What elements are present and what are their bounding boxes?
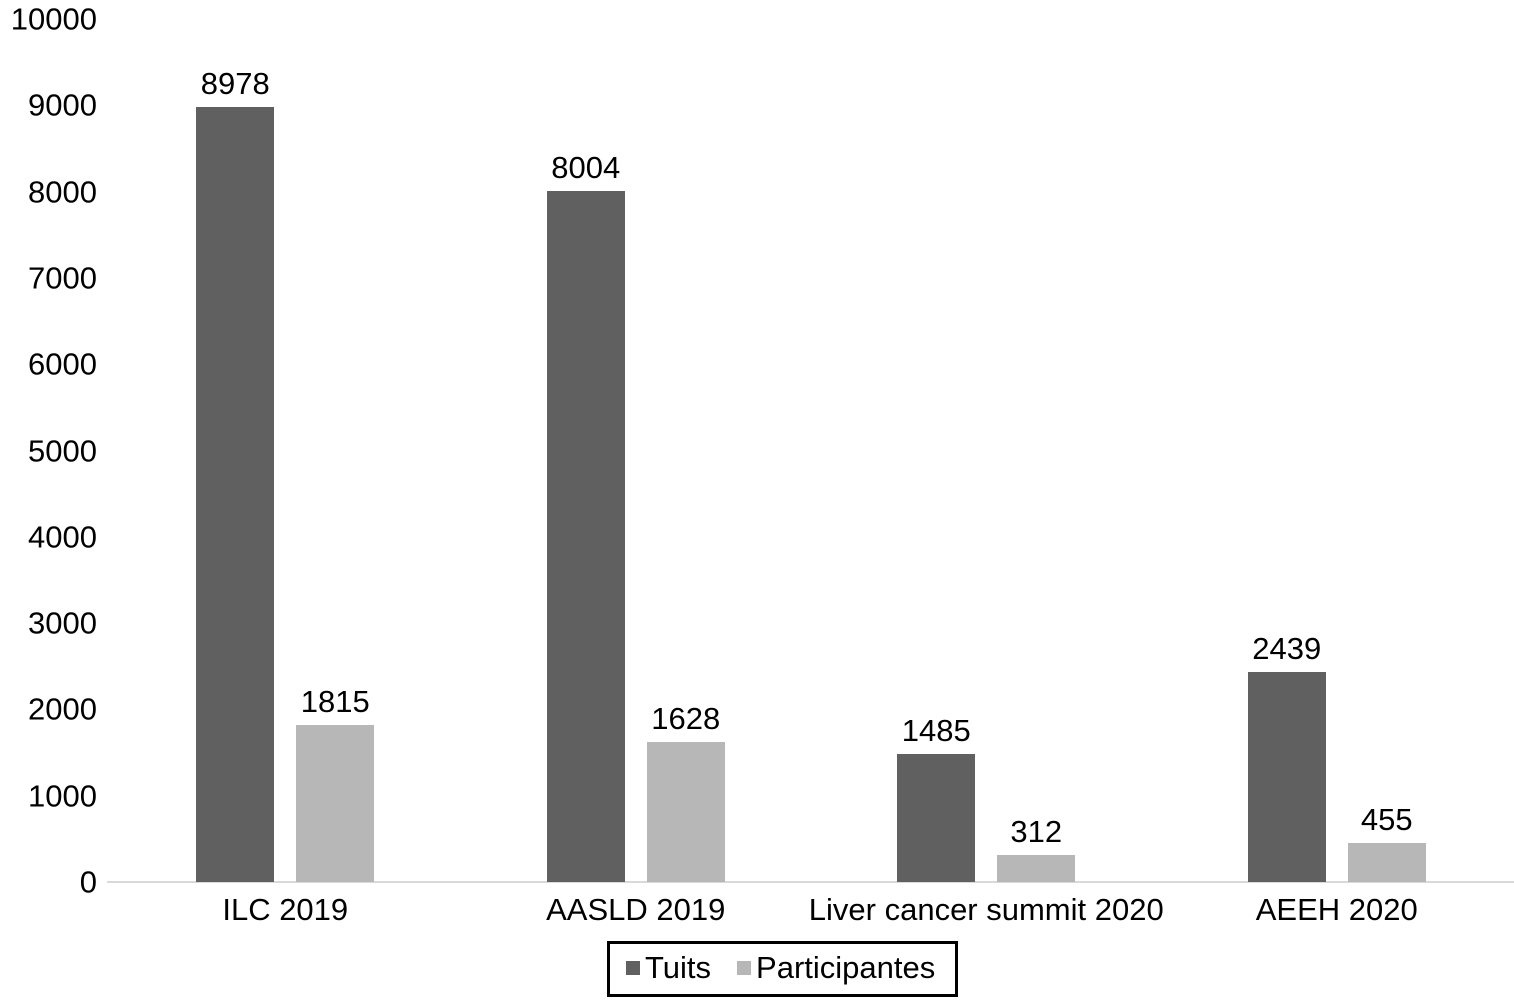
y-axis-tick-label-2000: 2000 (28, 691, 97, 727)
bar-participantes-aasld-2019 (646, 741, 725, 882)
y-axis-tick-label-6000: 6000 (28, 346, 97, 382)
bar-tuits-aasld-2019 (546, 191, 625, 882)
x-axis-category-label-aasld-2019: AASLD 2019 (546, 892, 726, 927)
legend-label-participantes: Participantes (756, 950, 936, 985)
bar-value-label-tuits-aasld-2019: 8004 (551, 150, 621, 186)
y-axis-tick-label-5000: 5000 (28, 433, 97, 468)
bar-value-label-tuits-liver-cancer-summit-2020: 1485 (901, 712, 971, 748)
bar-value-label-participantes-aasld-2019: 1628 (651, 700, 721, 736)
y-axis-tick-label-4000: 4000 (28, 519, 97, 555)
x-axis-line (107, 881, 1514, 883)
x-axis-category-label-aeeh-2020: AEEH 2020 (1255, 892, 1418, 927)
y-axis-tick-label-9000: 9000 (28, 87, 97, 123)
bar-value-label-tuits-ilc-2019: 8978 (200, 66, 270, 102)
legend: Tuits Participantes (607, 941, 959, 997)
legend-item-participantes: Participantes (737, 951, 935, 985)
y-axis-tick-label-8000: 8000 (28, 174, 97, 210)
bar-participantes-liver-cancer-summit-2020 (997, 855, 1076, 882)
bar-tuits-ilc-2019 (196, 107, 275, 882)
bar-participantes-ilc-2019 (296, 725, 375, 882)
bar-value-label-participantes-aeeh-2020: 455 (1360, 801, 1413, 837)
legend-swatch-icon-participantes (737, 961, 752, 975)
bar-value-label-tuits-aeeh-2020: 2439 (1252, 630, 1322, 666)
y-axis-tick-label-0: 0 (79, 864, 97, 900)
y-axis-tick-label-3000: 3000 (28, 605, 97, 641)
y-axis-tick-label-10000: 10000 (10, 1, 97, 37)
x-axis-category-label-liver-cancer-summit-2020: Liver cancer summit 2020 (808, 892, 1164, 927)
plot-area: 8978 1815 8004 1628 1485 312 2439 455 (110, 19, 1512, 882)
y-axis-tick-label-7000: 7000 (28, 260, 97, 296)
bar-value-label-participantes-ilc-2019: 1815 (300, 684, 370, 720)
bar-participantes-aeeh-2020 (1347, 842, 1426, 882)
x-axis-category-label-ilc-2019: ILC 2019 (222, 892, 349, 927)
y-axis-tick-label-1000: 1000 (28, 778, 97, 814)
bar-tuits-aeeh-2020 (1247, 671, 1326, 882)
bar-value-label-participantes-liver-cancer-summit-2020: 312 (1010, 814, 1063, 850)
bar-tuits-liver-cancer-summit-2020 (897, 753, 976, 882)
legend-swatch-icon-tuits (626, 961, 640, 975)
legend-item-tuits: Tuits (626, 951, 711, 985)
legend-label-tuits: Tuits (645, 950, 712, 985)
